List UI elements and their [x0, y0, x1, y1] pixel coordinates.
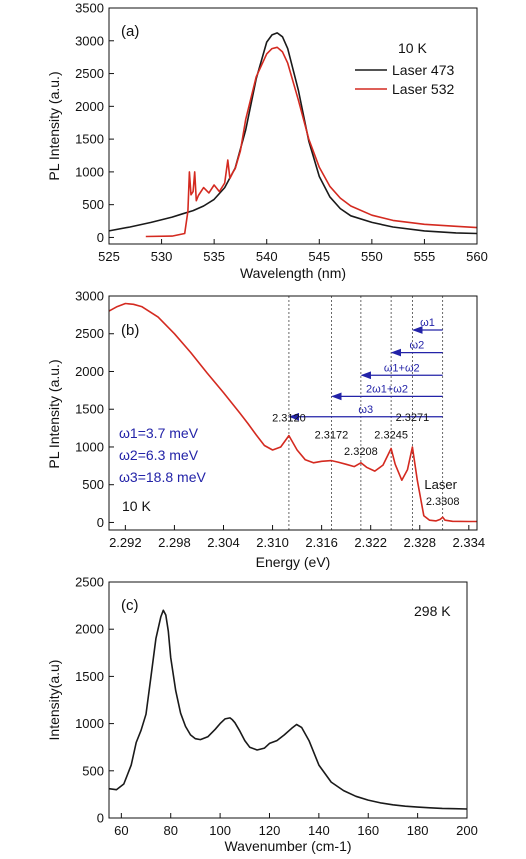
x-tick-label-c-1: 80	[163, 823, 177, 838]
peak-label-1: 2.3172	[315, 430, 349, 442]
temperature-label-c: 298 K	[414, 603, 451, 619]
x-tick-label-b-3: 2.310	[256, 535, 289, 550]
y-axis-label-c: Intensity(a.u)	[46, 660, 62, 741]
panel-a: 525 530 535 540 545 550 555 560 0 500 1000 1500 2000…	[46, 1, 488, 282]
series-line-c-0	[108, 609, 468, 810]
x-tick-label-b-0: 2.292	[109, 535, 142, 550]
x-tick-label-c-0: 60	[114, 823, 128, 838]
transition-arrow-label-4: ω3	[358, 404, 373, 416]
peak-label-3: 2.3245	[374, 429, 408, 441]
panel-label-c: (c)	[121, 597, 139, 614]
y-tick-label-c-1: 500	[82, 763, 104, 778]
x-axis-label-a: Wavelength (nm)	[240, 265, 346, 281]
x-tick-label-c-7: 200	[456, 823, 478, 838]
panel-label-b: (b)	[121, 322, 139, 339]
x-tick-label-a-7: 560	[466, 249, 488, 264]
plot-frame-b	[108, 295, 478, 531]
x-tick-label-c-6: 180	[407, 823, 429, 838]
transition-arrow-label-2: ω1+ω2	[384, 362, 420, 374]
peak-label-5: 2.3308	[426, 496, 460, 508]
x-axis-label-b: Energy (eV)	[256, 554, 331, 570]
x-tick-label-a-6: 555	[414, 249, 436, 264]
series-line-a-1	[145, 46, 478, 238]
annotation-omega1: ω1=3.7 meV	[119, 425, 199, 441]
peak-label-2: 2.3208	[344, 446, 378, 458]
annotation-omega3: ω3=18.8 meV	[119, 469, 206, 485]
y-tick-label-c-3: 1500	[75, 669, 104, 684]
y-tick-label-b-6: 3000	[75, 289, 104, 304]
x-tick-label-a-2: 535	[203, 249, 225, 264]
y-tick-label-b-3: 1500	[75, 402, 104, 417]
y-tick-label-c-4: 2000	[75, 622, 104, 637]
y-tick-label-b-1: 500	[82, 477, 104, 492]
x-tick-label-b-5: 2.322	[354, 535, 387, 550]
y-tick-label-a-6: 3000	[75, 33, 104, 48]
temperature-label-b: 10 K	[122, 498, 151, 514]
y-tick-label-a-1: 500	[82, 197, 104, 212]
x-axis-label-c: Wavenumber (cm-1)	[224, 838, 351, 854]
y-tick-label-a-7: 3500	[75, 1, 104, 16]
y-tick-label-c-2: 1000	[75, 716, 104, 731]
x-tick-label-c-2: 100	[209, 823, 231, 838]
x-tick-label-a-4: 545	[308, 249, 330, 264]
annotation-omega2: ω2=6.3 meV	[119, 447, 199, 463]
y-tick-label-c-5: 2500	[75, 575, 104, 590]
panel-b: 2.292 2.298 2.304 2.310 2.316 2.322 2.328 2.334…	[46, 289, 485, 571]
x-tick-label-c-4: 140	[308, 823, 330, 838]
x-tick-label-b-1: 2.298	[158, 535, 191, 550]
phonon-energy-annotations: ω1=3.7 meV ω2=6.3 meV ω3=18.8 meV	[119, 425, 206, 485]
x-tick-label-b-4: 2.316	[305, 535, 338, 550]
legend-label-laser-473: Laser 473	[392, 62, 454, 78]
plot-frame-c	[108, 581, 468, 819]
series-line-b-0	[108, 302, 477, 523]
x-tick-label-a-1: 530	[151, 249, 173, 264]
x-tick-label-c-5: 160	[357, 823, 379, 838]
transition-arrow-label-3: 2ω1+ω2	[366, 383, 408, 395]
legend-label-laser-532: Laser 532	[392, 81, 454, 97]
x-tick-label-b-7: 2.334	[453, 535, 486, 550]
x-tick-label-b-2: 2.304	[207, 535, 240, 550]
y-tick-label-a-0: 0	[97, 230, 104, 245]
laser-label: Laser	[424, 477, 457, 492]
x-tick-label-a-3: 540	[256, 249, 278, 264]
transition-arrow-label-0: ω1	[420, 317, 435, 329]
x-tick-label-c-3: 120	[259, 823, 281, 838]
peak-label-4: 2.3271	[396, 412, 430, 424]
y-axis-label-a: PL Intensity (a.u.)	[46, 71, 62, 180]
x-tick-label-a-0: 525	[98, 249, 120, 264]
y-tick-label-b-0: 0	[97, 515, 104, 530]
y-axis-label-b: PL Intensity (a.u.)	[46, 359, 62, 468]
y-tick-label-b-4: 2000	[75, 364, 104, 379]
panel-c: 60 80 100 120 140 160 180 200050010001500200025…	[46, 575, 478, 855]
panel-label-a: (a)	[121, 23, 139, 40]
y-tick-label-b-5: 2500	[75, 326, 104, 341]
y-tick-label-c-0: 0	[97, 811, 104, 826]
peak-label-0: 2.3120	[272, 413, 306, 425]
y-tick-label-a-4: 2000	[75, 99, 104, 114]
x-tick-label-a-5: 550	[361, 249, 383, 264]
y-tick-label-b-2: 1000	[75, 439, 104, 454]
y-tick-label-a-5: 2500	[75, 66, 104, 81]
x-tick-label-b-6: 2.328	[403, 535, 436, 550]
legend-title-a: 10 K	[398, 40, 427, 56]
y-tick-label-a-2: 1000	[75, 164, 104, 179]
plot-frame-a	[108, 7, 478, 245]
transition-arrow-label-1: ω2	[410, 340, 425, 352]
y-tick-label-a-3: 1500	[75, 132, 104, 147]
